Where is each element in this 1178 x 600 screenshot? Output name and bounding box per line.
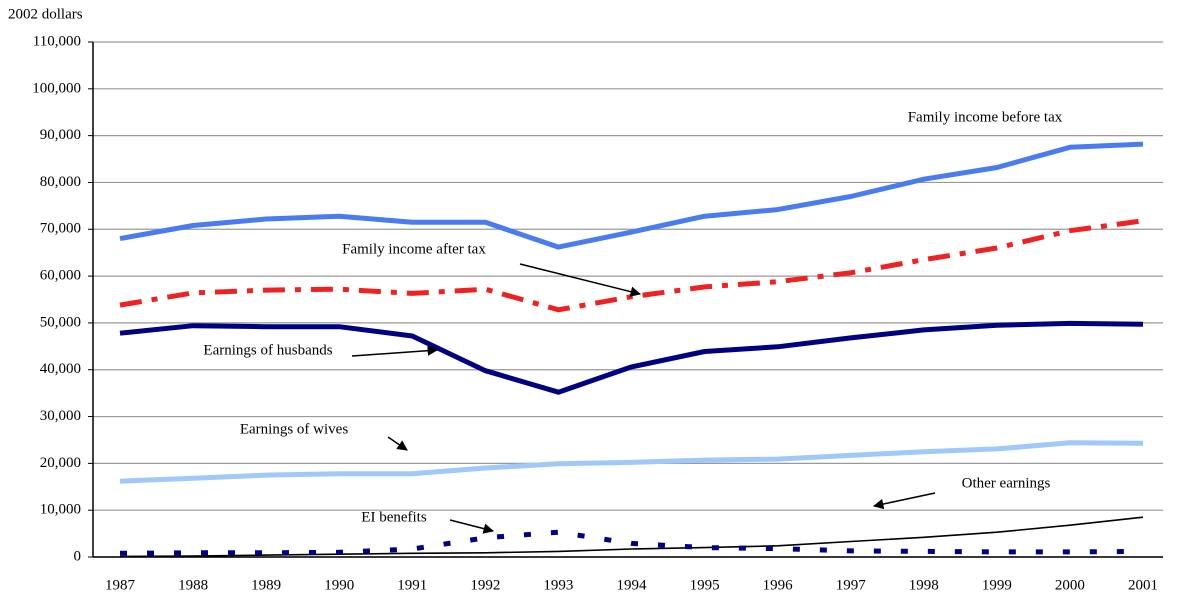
series-line [119, 141, 1144, 250]
label-arrow [387, 436, 408, 451]
x-tick-label: 2000 [1055, 577, 1085, 593]
series-label: Family income after tax [342, 241, 486, 257]
series-label: EI benefits [361, 509, 427, 525]
series-line [119, 320, 1144, 395]
label-arrow [872, 492, 936, 510]
series-line [119, 516, 1144, 558]
x-tick-label: 2001 [1128, 577, 1158, 593]
y-tick-label: 10,000 [40, 502, 81, 518]
y-tick-label: 110,000 [33, 33, 81, 49]
y-tick-label: 70,000 [40, 221, 81, 237]
x-tick-label: 1999 [982, 577, 1012, 593]
x-tick-label: 1987 [105, 577, 136, 593]
x-tick-label: 1991 [397, 577, 427, 593]
y-tick-label: 60,000 [40, 268, 81, 284]
x-tick-label: 1993 [543, 577, 573, 593]
x-tick-label: 1998 [909, 577, 939, 593]
series-label: Earnings of husbands [203, 342, 332, 358]
y-axis-label: 2002 dollars [8, 6, 83, 22]
y-tick-label: 30,000 [40, 408, 81, 424]
y-tick-label: 50,000 [40, 314, 81, 330]
x-tick-label: 1994 [617, 577, 648, 593]
label-arrow [519, 263, 642, 297]
x-tick-label: 1995 [690, 577, 720, 593]
series-label: Family income before tax [908, 109, 1063, 125]
x-tick-label: 1989 [251, 577, 281, 593]
series-label: Earnings of wives [240, 421, 348, 437]
y-tick-label: 20,000 [40, 455, 81, 471]
y-tick-label: 0 [74, 548, 82, 564]
series-line [119, 440, 1144, 484]
x-tick-label: 1997 [836, 577, 867, 593]
y-tick-label: 40,000 [40, 361, 81, 377]
series-label: Other earnings [962, 475, 1051, 491]
label-arrow [351, 345, 439, 357]
y-tick-label: 80,000 [40, 174, 81, 190]
label-arrow [449, 519, 495, 534]
y-tick-label: 100,000 [32, 80, 81, 96]
x-tick-label: 1992 [470, 577, 500, 593]
x-tick-label: 1996 [763, 577, 794, 593]
series-line [119, 529, 1144, 556]
x-tick-label: 1990 [324, 577, 354, 593]
y-tick-label: 90,000 [40, 127, 81, 143]
x-tick-label: 1988 [178, 577, 208, 593]
